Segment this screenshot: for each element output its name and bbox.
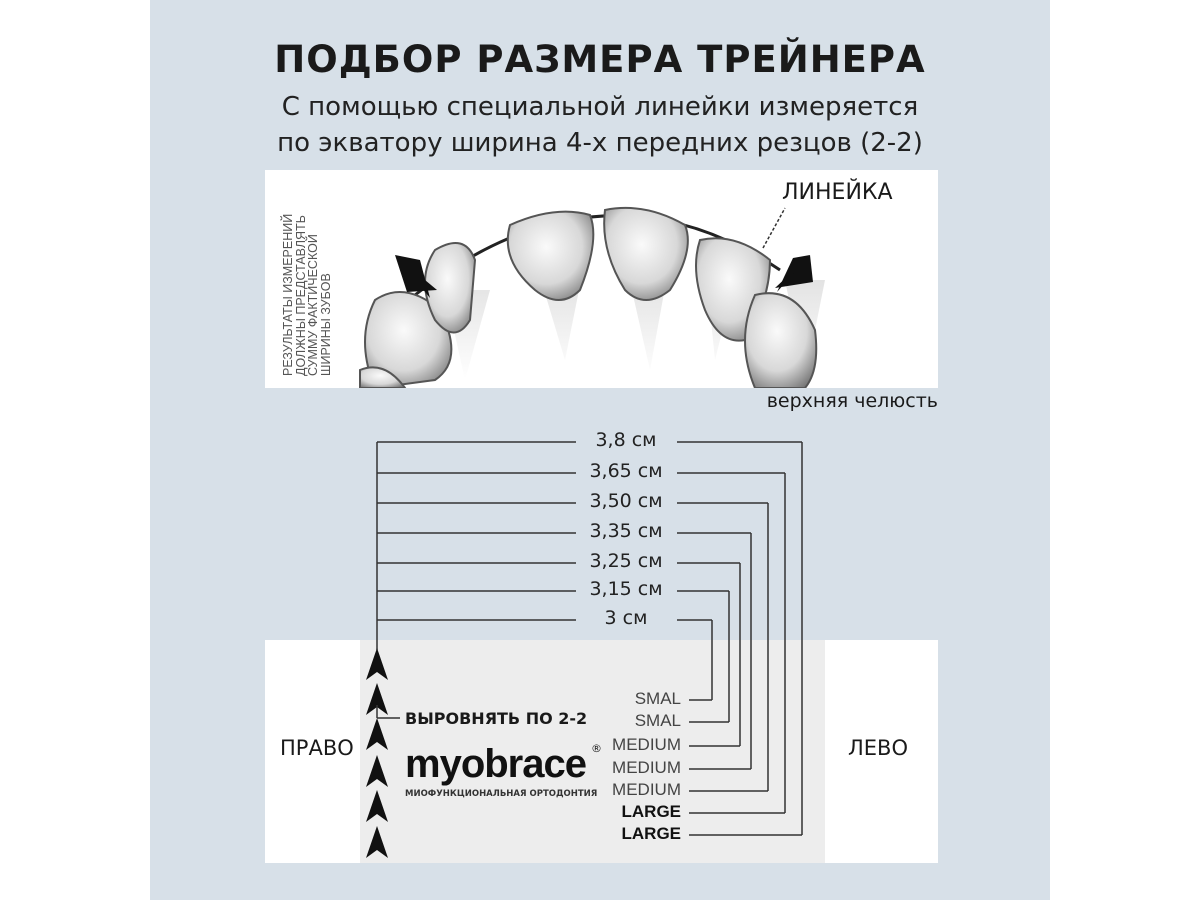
left-side-label: ЛЕВО bbox=[848, 736, 908, 760]
alignment-arrow-icon bbox=[366, 826, 388, 858]
myobrace-logo: myobrace ® МИОФУНКЦИОНАЛЬНАЯ ОРТОДОНТИЯ bbox=[405, 742, 602, 799]
alignment-arrow-icon bbox=[366, 755, 388, 787]
size-label: LARGE bbox=[621, 802, 682, 821]
subtitle-line-1: С помощью специальной линейки измеряется bbox=[281, 92, 919, 122]
measurement-label: 3,65 см bbox=[589, 460, 663, 482]
logo-tagline: МИОФУНКЦИОНАЛЬНАЯ ОРТОДОНТИЯ bbox=[405, 789, 598, 799]
registered-mark: ® bbox=[591, 742, 602, 755]
alignment-arrow-icon bbox=[366, 648, 388, 680]
alignment-arrow-icon bbox=[366, 683, 388, 715]
alignment-arrow-icon bbox=[366, 790, 388, 822]
size-label: SMAL bbox=[634, 711, 681, 730]
teeth-illustration: РЕЗУЛЬТАТЫ ИЗМЕРЕНИЙ ДОЛЖНЫ ПРЕДСТАВЛЯТЬ С… bbox=[265, 170, 938, 388]
size-label: LARGE bbox=[621, 824, 682, 843]
size-label: MEDIUM bbox=[612, 758, 681, 777]
ruler-label: ЛИНЕЙКА bbox=[782, 180, 893, 205]
size-panel bbox=[265, 640, 938, 863]
size-label: MEDIUM bbox=[612, 780, 681, 799]
measurement-label: 3 см bbox=[604, 607, 648, 629]
right-side-label: ПРАВО bbox=[280, 736, 354, 760]
align-instruction: ВЫРОВНЯТЬ ПО 2-2 bbox=[405, 709, 588, 728]
size-panel-grey bbox=[360, 640, 825, 863]
upper-jaw-label: верхняя челюсть bbox=[766, 390, 938, 412]
measurement-label: 3,15 см bbox=[589, 578, 663, 600]
size-label: MEDIUM bbox=[612, 735, 681, 754]
logo-wordmark: myobrace bbox=[405, 742, 587, 786]
teeth-drawing bbox=[359, 206, 825, 388]
measurement-label: 3,8 см bbox=[595, 429, 657, 451]
page-title: ПОДБОР РАЗМЕРА ТРЕЙНЕРА bbox=[274, 38, 926, 81]
measurement-label: 3,25 см bbox=[589, 550, 663, 572]
ruler-pointer bbox=[762, 207, 786, 249]
alignment-arrow-icon bbox=[366, 718, 388, 750]
measurement-label: 3,35 см bbox=[589, 520, 663, 542]
measurement-label: 3,50 см bbox=[589, 490, 663, 512]
subtitle-line-2: по экватору ширина 4-х передних резцов (… bbox=[277, 128, 923, 158]
size-label: SMAL bbox=[634, 689, 681, 708]
